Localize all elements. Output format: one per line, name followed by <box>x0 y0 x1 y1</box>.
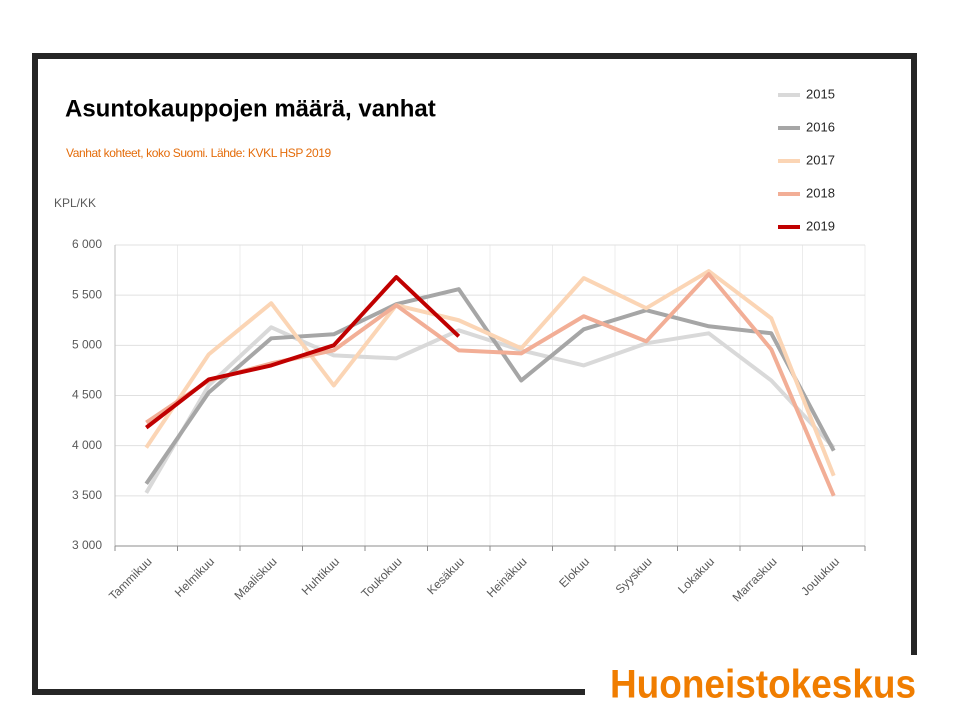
x-tick-label: Tammikuu <box>106 554 155 603</box>
x-tick-label: Joulukuu <box>798 554 842 598</box>
y-tick-label: 5 500 <box>72 287 102 301</box>
x-tick-label: Elokuu <box>556 554 592 590</box>
series-line <box>145 275 461 430</box>
x-tick-label: Toukokuu <box>358 554 404 600</box>
x-tick-label: Marraskuu <box>730 554 780 604</box>
x-tick-label: Huhtikuu <box>299 554 342 597</box>
chart-title: Asuntokauppojen määrä, vanhat <box>65 95 436 122</box>
y-axis-label: KPL/KK <box>54 196 96 210</box>
legend-label: 2019 <box>806 218 835 233</box>
x-tick-label: Helmikuu <box>172 554 217 599</box>
series-line <box>144 325 836 494</box>
x-tick-label: Syyskuu <box>613 554 655 596</box>
logo: Huoneistokeskus <box>610 663 916 707</box>
y-tick-label: 4 500 <box>72 388 102 402</box>
y-tick-label: 3 500 <box>72 488 102 502</box>
legend-label: 2016 <box>806 119 835 134</box>
x-tick-label: Lokakuu <box>675 554 717 596</box>
legend-label: 2015 <box>806 86 835 101</box>
x-tick-label: Maaliskuu <box>232 554 280 602</box>
y-tick-label: 4 000 <box>72 438 102 452</box>
y-tick-label: 6 000 <box>72 237 102 251</box>
legend-label: 2018 <box>806 185 835 200</box>
logo-bg <box>585 655 960 720</box>
x-tick-label: Heinäkuu <box>484 554 530 600</box>
legend-label: 2017 <box>806 152 835 167</box>
chart-subtitle: Vanhat kohteet, koko Suomi. Lähde: KVKL … <box>66 146 331 160</box>
x-tick-label: Kesäkuu <box>424 554 467 597</box>
series-line <box>144 269 836 477</box>
y-tick-label: 5 000 <box>72 338 102 352</box>
y-tick-label: 3 000 <box>72 538 102 552</box>
frame <box>32 53 917 695</box>
